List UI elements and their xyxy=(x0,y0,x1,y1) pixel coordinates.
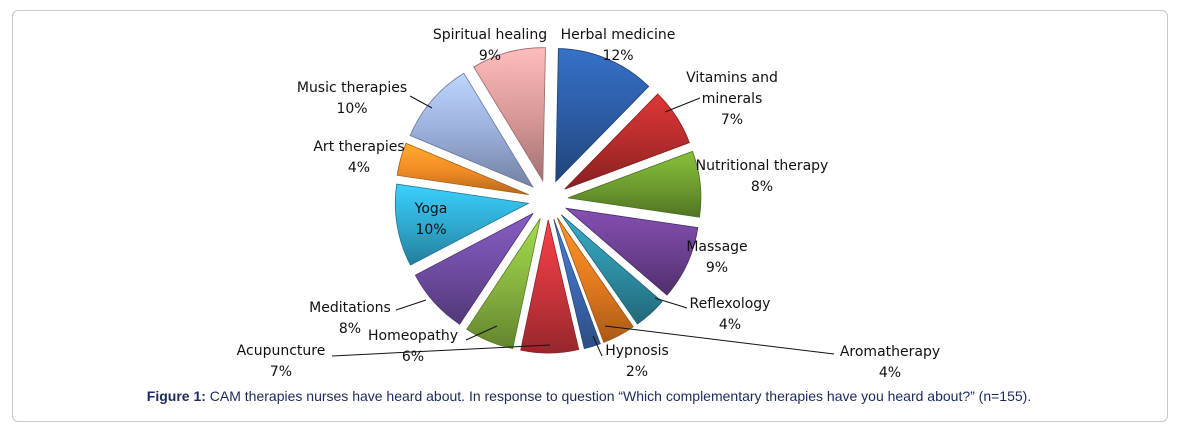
pie-slice-hypnosis xyxy=(553,219,601,350)
pie-slice-reflexology xyxy=(561,214,663,325)
leader-line xyxy=(395,299,427,311)
leader-line xyxy=(604,325,835,355)
slice-label: Music therapies 10% xyxy=(297,80,407,117)
slice-label: Aromatherapy 4% xyxy=(840,344,940,381)
slice-label: Nutritional therapy 8% xyxy=(696,158,829,195)
leader-line xyxy=(592,335,603,357)
pie-chart: Herbal medicine 12% Vitamins and minerals 7%… xyxy=(237,27,940,381)
slice-label: Meditations 8% xyxy=(309,300,391,337)
leader-lines xyxy=(331,95,835,357)
pie-slice-homeopathy xyxy=(466,218,541,350)
slice-labels: Herbal medicine 12% Vitamins and minerals 7%… xyxy=(237,27,940,381)
slice-label: Yoga 10% xyxy=(414,201,448,238)
slice-label: Massage 9% xyxy=(686,239,747,276)
pie-slice-massage xyxy=(564,207,699,296)
caption-text: CAM therapies nurses have heard about. I… xyxy=(205,388,1032,404)
slice-label: Homeopathy 6% xyxy=(368,328,458,365)
slice-label: Vitamins and minerals 7% xyxy=(686,70,778,128)
leader-line xyxy=(331,344,551,357)
slice-label: Spiritual healing 9% xyxy=(433,27,547,64)
figure-caption: Figure 1: CAM therapies nurses have hear… xyxy=(12,388,1166,404)
slice-label: Herbal medicine 12% xyxy=(561,27,676,64)
leader-line xyxy=(465,325,498,341)
pie-slice-acupuncture xyxy=(520,219,580,354)
slice-label: Acupuncture 7% xyxy=(237,343,326,380)
pie-slice-spiritual-healing xyxy=(473,47,546,183)
pie-slice-nutritional-therapy xyxy=(567,150,702,218)
leader-line xyxy=(409,95,433,109)
pie-slices xyxy=(394,47,702,354)
caption-prefix: Figure 1: xyxy=(146,388,206,404)
leader-line xyxy=(664,97,701,113)
pie-slice-meditations xyxy=(414,213,534,325)
pie-slice-art-therapies xyxy=(396,142,529,196)
leader-line xyxy=(654,297,688,309)
pie-slice-music-therapies xyxy=(409,72,534,188)
slice-label: Art therapies 4% xyxy=(313,139,404,176)
slice-label: Reflexology 4% xyxy=(690,296,771,333)
pie-slice-aromatherapy xyxy=(556,217,634,343)
pie-slice-herbal-medicine xyxy=(555,48,650,183)
slice-label: Hypnosis 2% xyxy=(605,343,669,380)
pie-slice-yoga xyxy=(394,183,530,266)
pie-slice-vitamins-and-minerals xyxy=(564,93,690,190)
